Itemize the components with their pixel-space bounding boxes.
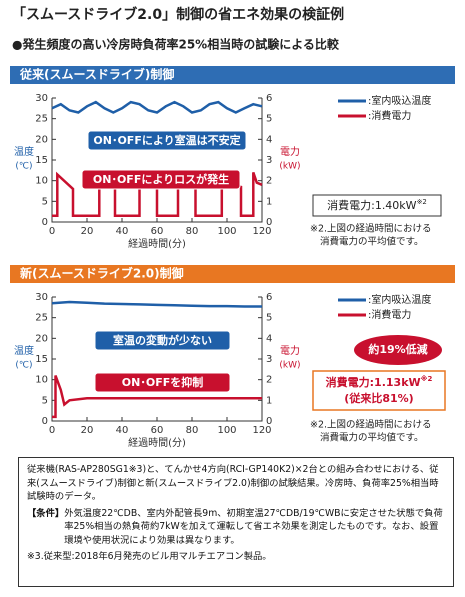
series-line <box>52 169 263 218</box>
annotation-box <box>94 372 231 393</box>
legend-label: :消費電力 <box>368 109 411 122</box>
y-tick-label: 5 <box>42 196 48 207</box>
y2-tick-label: 4 <box>266 333 272 344</box>
x-axis-label: 経過時間(分) <box>128 436 186 449</box>
y2-tick-label: 4 <box>266 134 272 145</box>
legend-label: :室内吸込温度 <box>368 94 431 107</box>
x-axis-label: 経過時間(分) <box>128 237 186 250</box>
result-ref: ※2 <box>417 198 427 206</box>
y-tick-label: 10 <box>35 375 48 386</box>
y2-tick-label: 0 <box>266 416 272 427</box>
badge <box>354 335 442 365</box>
y2-axis-label: 電力 <box>280 145 300 158</box>
y2-tick-label: 2 <box>266 375 272 386</box>
panel-header <box>10 66 455 84</box>
condition: 【条件】 外気温度22℃DB、室内外配管長9m、初期室温27℃DB/19℃WBに安… <box>27 507 445 548</box>
footer-text: 従来機(RAS-AP280SG1※3)と、てんかせ4方向(RCI-GP140K2… <box>27 464 439 502</box>
y-axis-unit: (℃) <box>15 361 32 371</box>
y-tick-label: 20 <box>35 134 48 145</box>
x-tick-label: 40 <box>116 425 129 436</box>
series-line <box>52 375 262 419</box>
y-tick-label: 15 <box>35 155 48 166</box>
y2-axis-unit: (kW) <box>279 162 300 172</box>
y2-tick-label: 6 <box>266 93 272 104</box>
panel-title: 新(スムースドライブ2.0)制御 <box>20 266 184 281</box>
axis-frame <box>51 297 263 422</box>
annotation-text: ON･OFFによりロスが発生 <box>93 172 229 186</box>
badge-text: 約19%低減 <box>368 342 427 356</box>
result-box <box>312 370 446 411</box>
y-axis-unit: (℃) <box>15 162 32 172</box>
annotation-box <box>94 330 231 351</box>
result-text: 消費電力:1.40kW※2 <box>327 198 427 212</box>
y2-tick-label: 2 <box>266 176 272 187</box>
y2-axis-unit: (kW) <box>279 361 300 371</box>
note-line: 消費電力の平均値です。 <box>320 432 424 444</box>
note-line: ※2.上図の経過時間における <box>310 419 432 431</box>
panel-header <box>10 265 455 283</box>
y2-tick-label: 3 <box>266 155 272 166</box>
y-tick-label: 30 <box>35 292 48 303</box>
annotation-text: ON･OFFを抑制 <box>122 375 203 389</box>
y2-tick-label: 1 <box>266 395 272 406</box>
footer: 従来機(RAS-AP280SG1※3)と、てんかせ4方向(RCI-GP140K2… <box>18 457 454 587</box>
x-tick-label: 20 <box>81 226 94 237</box>
y-tick-label: 30 <box>35 93 48 104</box>
result-text: 消費電力:1.13kW※2 <box>326 374 433 389</box>
footer-note: ※3.従来型:2018年6月発売のビル用マルチエアコン製品。 <box>27 551 272 562</box>
x-tick-label: 60 <box>151 425 164 436</box>
legend-label: :消費電力 <box>368 308 411 321</box>
y-tick-label: 0 <box>42 416 48 427</box>
annotation-text: 室温の変動が少ない <box>113 333 212 347</box>
y2-tick-label: 5 <box>266 313 272 324</box>
x-tick-label: 100 <box>217 226 236 237</box>
charts: 「スムースドライブ2.0」制御の省エネ効果の検証例 ●発生頻度の高い冷房時負荷率… <box>10 6 455 449</box>
annotation-box <box>87 130 247 151</box>
x-tick-label: 80 <box>186 226 199 237</box>
x-tick-label: 0 <box>49 226 55 237</box>
annotation-text: ON･OFFにより室温は不安定 <box>93 133 240 147</box>
x-tick-label: 120 <box>252 425 271 436</box>
y2-tick-label: 0 <box>266 217 272 228</box>
y-tick-label: 25 <box>35 313 48 324</box>
result-ratio: (従来比81%) <box>344 391 413 405</box>
x-tick-label: 100 <box>217 425 236 436</box>
title: 「スムースドライブ2.0」制御の省エネ効果の検証例 <box>12 6 344 23</box>
x-tick-label: 60 <box>151 226 164 237</box>
series-line <box>51 300 262 308</box>
result-box <box>312 194 442 217</box>
y-tick-label: 5 <box>42 395 48 406</box>
x-tick-label: 40 <box>116 226 129 237</box>
condition-text: 外気温度22℃DB、室内外配管長9m、初期室温27℃DB/19℃WBに安定させた… <box>64 507 443 546</box>
result-value: 消費電力:1.40kW <box>327 198 417 212</box>
note-line: ※2.上図の経過時間における <box>310 223 432 235</box>
legend-label: :室内吸込温度 <box>368 293 431 306</box>
result-ref: ※2 <box>421 374 433 383</box>
y2-tick-label: 5 <box>266 114 272 125</box>
annotation-box <box>81 169 241 190</box>
y-tick-label: 10 <box>35 176 48 187</box>
y2-tick-label: 3 <box>266 354 272 365</box>
panel-title: 従来(スムースドライブ)制御 <box>19 67 174 82</box>
y2-axis-label: 電力 <box>280 344 300 357</box>
subtitle: ●発生頻度の高い冷房時負荷率25%相当時の試験による比較 <box>12 37 340 52</box>
y-tick-label: 25 <box>35 114 48 125</box>
result-value: 消費電力:1.13kW <box>326 375 421 389</box>
series-line <box>51 100 263 114</box>
y-axis-label: 温度 <box>14 344 34 357</box>
x-tick-label: 80 <box>186 425 199 436</box>
y-tick-label: 15 <box>35 354 48 365</box>
x-tick-label: 120 <box>252 226 271 237</box>
condition-label: 【条件】 <box>27 507 65 519</box>
y-tick-label: 20 <box>35 333 48 344</box>
x-tick-label: 20 <box>81 425 94 436</box>
y2-tick-label: 1 <box>266 196 272 207</box>
x-tick-label: 0 <box>49 425 55 436</box>
y-axis-label: 温度 <box>14 145 34 158</box>
y2-tick-label: 6 <box>266 292 272 303</box>
y-tick-label: 0 <box>42 217 48 228</box>
note-line: 消費電力の平均値です。 <box>320 236 424 248</box>
